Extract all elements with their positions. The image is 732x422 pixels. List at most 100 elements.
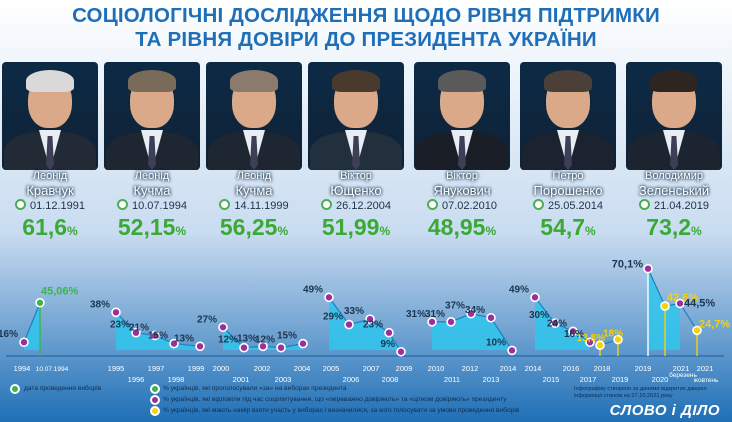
president-first-name: Леонід bbox=[236, 170, 272, 182]
chart-point bbox=[585, 337, 595, 348]
chart-x-tick-label: 2013 bbox=[483, 375, 500, 382]
chart-value-label: 12% bbox=[218, 335, 238, 346]
election-result-value: 52,15 bbox=[117, 214, 176, 240]
tie-shape bbox=[352, 136, 360, 170]
president-first-name: Володимир bbox=[644, 170, 704, 182]
chart-point bbox=[131, 327, 141, 338]
chart-value-label: 70,1% bbox=[612, 259, 643, 271]
president-photo bbox=[626, 62, 722, 170]
chart-area-fill bbox=[116, 312, 200, 350]
chart-value-label: 13% bbox=[174, 333, 194, 344]
chart-point bbox=[258, 341, 268, 352]
chart-point bbox=[239, 342, 249, 353]
chart-point bbox=[568, 326, 578, 337]
chart-value-label: 16% bbox=[0, 329, 18, 340]
president-last-name: Порошенко bbox=[533, 183, 603, 198]
chart-value-label: 37% bbox=[445, 301, 465, 312]
chart-x-tick-label: 1996 bbox=[128, 375, 145, 382]
hair-shape bbox=[230, 70, 278, 92]
chart-value-label: 31% bbox=[406, 309, 426, 320]
president-photo bbox=[2, 62, 98, 170]
president-photo bbox=[104, 62, 200, 170]
chart-x-tick-label: 2018 bbox=[594, 364, 611, 373]
election-date: 21.04.2019 bbox=[624, 199, 724, 212]
chart-point bbox=[195, 341, 205, 352]
election-date-marker bbox=[14, 199, 26, 210]
legend-item-trust: % українців, які відповіли під час соцоп… bbox=[163, 396, 507, 403]
election-date: 07.02.2010 bbox=[412, 199, 512, 212]
tie-shape bbox=[564, 136, 572, 170]
chart-point bbox=[507, 345, 517, 356]
chart-point bbox=[692, 325, 702, 336]
chart-point bbox=[595, 340, 605, 351]
president-last-name: Кучма bbox=[235, 183, 273, 198]
legend-item-election: % українців, які проголосували «за» на в… bbox=[163, 385, 347, 392]
president-photo bbox=[414, 62, 510, 170]
president-first-name: Віктор bbox=[340, 170, 372, 182]
chart-point bbox=[298, 338, 308, 349]
chart-point bbox=[486, 312, 496, 323]
election-date-text: 01.12.1991 bbox=[29, 200, 86, 212]
election-date-text: 21.04.2019 bbox=[653, 200, 710, 212]
brand-logo: СЛОВО і ДІЛО bbox=[609, 402, 720, 419]
chart-point bbox=[35, 297, 45, 308]
chart-x-tick-label: 2021 bbox=[673, 364, 690, 373]
tie-shape bbox=[250, 136, 258, 170]
legend-item-intent: % українців, які мають намір взяти участ… bbox=[163, 407, 520, 414]
president-last-name: Кучма bbox=[133, 183, 171, 198]
president-last-name: Зеленський bbox=[638, 183, 710, 198]
chart-x-tick-label: 2006 bbox=[343, 375, 360, 382]
hair-shape bbox=[438, 70, 486, 92]
chart-point bbox=[19, 337, 29, 348]
chart-value-label: 45,06% bbox=[41, 286, 79, 298]
chart-x-tick-label: 2020 bbox=[652, 375, 669, 382]
chart-x-tick-label: 2012 bbox=[462, 364, 479, 373]
chart-x-tick-label: 2017 bbox=[580, 375, 597, 382]
chart-value-label: 23% bbox=[363, 320, 383, 331]
president-first-name: Леонід bbox=[134, 170, 170, 182]
chart-point bbox=[530, 292, 540, 303]
election-result: 54,7% bbox=[518, 214, 618, 241]
election-date-marker bbox=[219, 199, 231, 210]
election-date: 10.07.1994 bbox=[102, 199, 202, 212]
tie-shape bbox=[670, 136, 678, 170]
chart-x-tick-label: 2007 bbox=[363, 364, 380, 373]
chart-point bbox=[675, 298, 685, 309]
election-result: 52,15% bbox=[102, 214, 202, 241]
chart-point bbox=[111, 307, 121, 318]
chart-point bbox=[324, 292, 334, 303]
hair-shape bbox=[544, 70, 592, 92]
chart-x-tick-label: 2002 bbox=[254, 364, 271, 373]
chart-value-label: 27% bbox=[197, 314, 217, 325]
election-date: 26.12.2004 bbox=[306, 199, 406, 212]
chart-point bbox=[344, 319, 354, 330]
chart-point bbox=[613, 334, 623, 345]
chart-x-tick-label: 2010 bbox=[428, 364, 445, 373]
page-title-line-1: СОЦІОЛОГІЧНІ ДОСЛІДЖЕННЯ ЩОДО РІВНЯ ПІДТ… bbox=[72, 4, 660, 27]
election-date: 14.11.1999 bbox=[204, 199, 304, 212]
chart-line bbox=[647, 268, 698, 331]
election-result: 51,99% bbox=[306, 214, 406, 241]
percent-sign: % bbox=[175, 224, 187, 238]
chart-x-tick-label: 2005 bbox=[323, 364, 340, 373]
chart-x-tick-label: 10.07.1994 bbox=[36, 366, 69, 373]
tie-shape bbox=[46, 136, 54, 170]
election-date-marker bbox=[638, 199, 650, 210]
chart-value-label: 15% bbox=[148, 331, 168, 342]
chart-value-label: 15% bbox=[277, 331, 297, 342]
chart-point bbox=[218, 322, 228, 333]
chart-point bbox=[446, 317, 456, 327]
chart-value-label: 24% bbox=[547, 318, 567, 329]
election-date: 25.05.2014 bbox=[518, 199, 618, 212]
president-last-name: Ющенко bbox=[330, 183, 382, 198]
chart-value-label: 49% bbox=[303, 284, 323, 295]
chart-value-label: 12% bbox=[255, 335, 275, 346]
chart-x-tick-label: 1994 bbox=[14, 364, 31, 373]
election-date-marker bbox=[116, 199, 128, 210]
election-result: 48,95% bbox=[412, 214, 512, 241]
chart-line bbox=[23, 302, 41, 343]
chart-value-label: 23% bbox=[110, 320, 130, 331]
percent-sign: % bbox=[691, 224, 702, 238]
chart-x-tick-label: 2009 bbox=[396, 364, 413, 373]
hair-shape bbox=[128, 70, 176, 92]
